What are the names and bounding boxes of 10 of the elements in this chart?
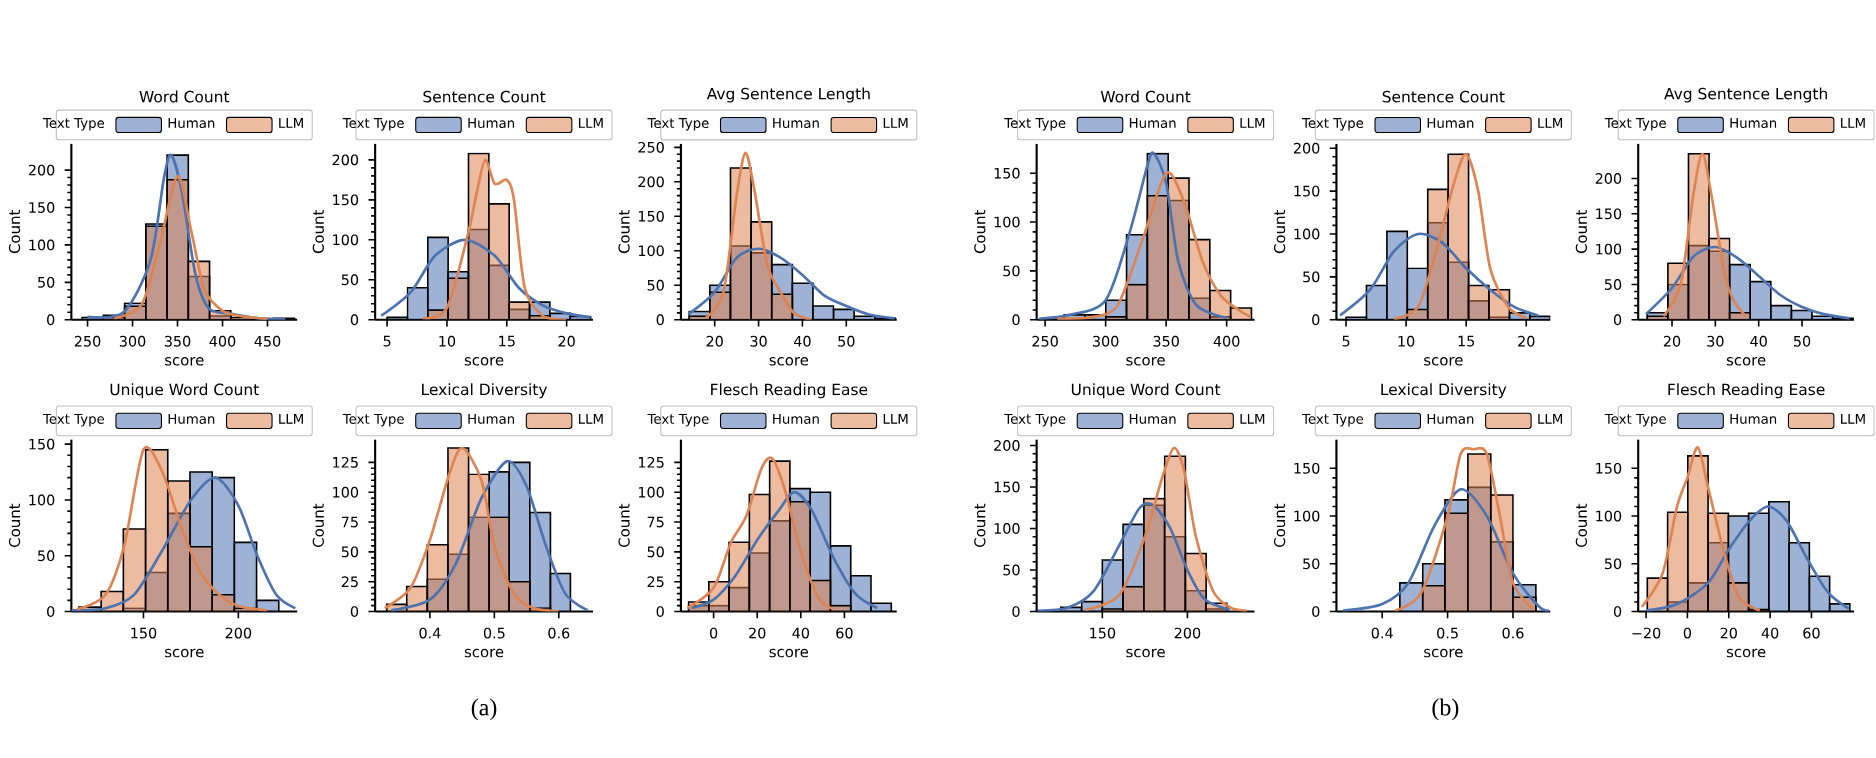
line-series [1644,505,1850,612]
line-series [1083,446,1249,612]
line-series [1036,502,1232,612]
line-series [1341,488,1551,612]
line-series [1393,447,1534,612]
line-series [1392,153,1528,321]
text: (b) [1432,698,1459,721]
line-series [1644,245,1852,320]
line-series [687,247,896,320]
text: (a) [471,698,497,721]
